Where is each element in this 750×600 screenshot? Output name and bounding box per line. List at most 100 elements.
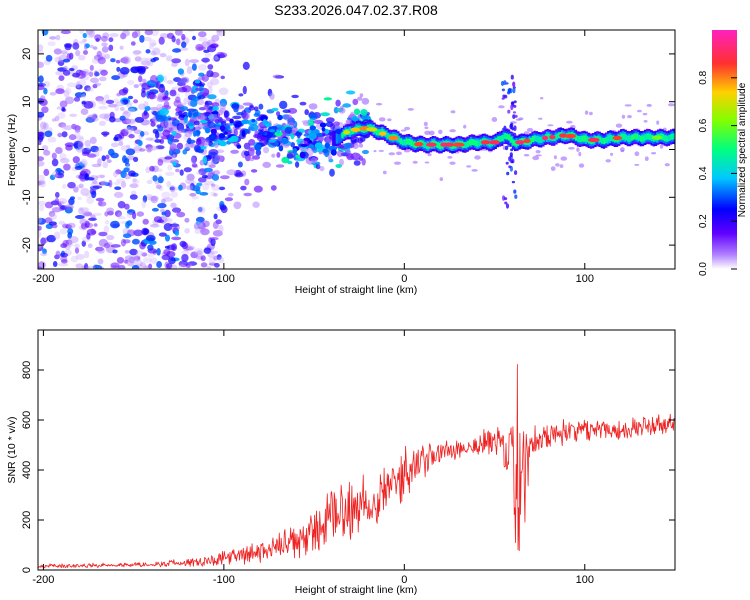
- noise-blob: [210, 191, 216, 197]
- noise-blob: [84, 220, 90, 228]
- ridge-core: [477, 140, 480, 147]
- faint-blob: [357, 96, 363, 101]
- transition-blob: [330, 123, 335, 130]
- noise-blob: [79, 207, 90, 212]
- noise-blob: [39, 98, 48, 106]
- noise-blob: [84, 139, 91, 147]
- noise-blob: [198, 177, 207, 183]
- transition-blob: [182, 149, 188, 155]
- transition-blob: [152, 175, 158, 182]
- noise-blob: [75, 215, 85, 219]
- noise-blob: [43, 149, 51, 156]
- noise-blob: [61, 107, 66, 112]
- faint-blob: [439, 177, 444, 182]
- ridge-core: [401, 139, 405, 146]
- noise-blob: [74, 129, 81, 137]
- cluster-blob: [199, 120, 208, 124]
- noise-blob: [126, 220, 133, 227]
- cluster-blob: [230, 135, 239, 143]
- transition-blob: [255, 149, 262, 156]
- noise-blob: [155, 184, 162, 190]
- noise-blob: [199, 192, 209, 196]
- transition-blob: [327, 155, 333, 161]
- noise-blob: [117, 138, 124, 143]
- ridge-core: [425, 142, 428, 149]
- noise-blob: [61, 131, 68, 138]
- noise-blob: [104, 53, 111, 60]
- streak-blob: [510, 74, 514, 80]
- faint-blob: [644, 156, 649, 161]
- noise-blob: [141, 252, 148, 257]
- transition-blob: [269, 92, 275, 100]
- noise-blob: [196, 250, 203, 258]
- noise-blob: [120, 216, 126, 220]
- transition-blob: [232, 120, 243, 128]
- noise-blob: [127, 106, 138, 112]
- noise-blob: [151, 207, 159, 212]
- noise-blob: [198, 37, 208, 42]
- noise-blob: [212, 230, 223, 237]
- noise-blob: [136, 211, 145, 217]
- transition-blob: [329, 168, 335, 177]
- noise-blob: [55, 71, 64, 76]
- noise-blob: [132, 50, 142, 55]
- noise-blob: [140, 60, 151, 66]
- snr-xtick-label: 100: [576, 574, 594, 586]
- transition-blob: [211, 102, 220, 108]
- noise-blob: [129, 183, 139, 188]
- noise-blob: [194, 228, 201, 234]
- transition-blob: [338, 107, 346, 114]
- transition-blob: [233, 107, 239, 113]
- noise-blob: [86, 30, 94, 35]
- noise-blob: [89, 64, 94, 71]
- noise-blob: [184, 217, 190, 223]
- transition-blob: [295, 161, 300, 168]
- transition-blob: [304, 109, 310, 116]
- ridge-core: [423, 141, 426, 148]
- noise-blob: [149, 165, 155, 172]
- noise-blob: [219, 102, 227, 110]
- noise-blob: [120, 170, 127, 179]
- noise-blob: [115, 169, 122, 175]
- transition-blob: [200, 139, 210, 146]
- noise-blob: [220, 75, 225, 80]
- noise-blob: [97, 98, 104, 105]
- noise-blob: [119, 106, 125, 111]
- noise-blob: [111, 75, 120, 81]
- transition-blob: [295, 154, 301, 158]
- noise-blob: [213, 193, 218, 197]
- faint-blob: [576, 147, 580, 152]
- noise-blob: [126, 258, 135, 267]
- noise-blob: [46, 234, 56, 243]
- faint-blob: [559, 164, 564, 169]
- noise-blob: [133, 229, 144, 237]
- faint-blob: [540, 97, 544, 100]
- streak-blob: [507, 109, 511, 114]
- ridge-core: [499, 135, 502, 142]
- noise-blob: [48, 210, 56, 217]
- transition-blob: [207, 94, 217, 100]
- noise-blob: [75, 81, 81, 89]
- noise-blob: [157, 219, 165, 223]
- noise-blob: [54, 197, 60, 205]
- cluster-blob: [336, 136, 342, 140]
- noise-blob: [43, 81, 51, 88]
- noise-blob: [72, 42, 80, 50]
- ridge-core: [475, 140, 478, 147]
- faint-blob: [642, 112, 648, 116]
- ridge-core: [531, 135, 535, 143]
- noise-blob: [166, 251, 176, 258]
- noise-blob: [165, 234, 170, 242]
- streak-blob: [511, 180, 515, 184]
- noise-blob: [149, 257, 158, 264]
- transition-blob: [230, 149, 240, 154]
- noise-blob: [113, 170, 118, 178]
- noise-blob: [125, 148, 136, 156]
- noise-blob: [55, 88, 65, 95]
- ridge-core: [436, 142, 439, 149]
- faint-blob: [615, 123, 623, 128]
- ridge-hotspot: [523, 138, 531, 144]
- streak-blob: [501, 97, 505, 100]
- noise-blob: [145, 146, 154, 152]
- transition-blob: [342, 103, 352, 108]
